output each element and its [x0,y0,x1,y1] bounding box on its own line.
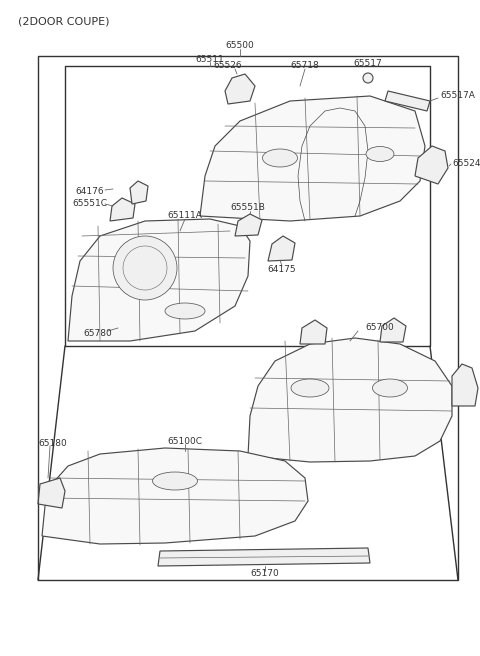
Text: 65517A: 65517A [440,91,475,100]
Text: 65100C: 65100C [168,436,203,445]
Polygon shape [110,198,135,221]
Text: 64175: 64175 [268,264,296,274]
Polygon shape [68,219,250,341]
Text: 65511: 65511 [196,54,224,64]
Polygon shape [158,548,370,566]
Polygon shape [225,74,255,104]
Text: 65524: 65524 [452,159,480,169]
Polygon shape [130,181,148,204]
Polygon shape [385,91,430,111]
Text: 65170: 65170 [251,569,279,579]
Polygon shape [248,338,452,462]
Text: 64176: 64176 [75,186,104,195]
Text: 65551C: 65551C [72,199,107,207]
Ellipse shape [366,146,394,161]
Ellipse shape [372,379,408,397]
Ellipse shape [165,303,205,319]
Text: 65180: 65180 [38,440,67,449]
Text: 65111A: 65111A [168,211,203,220]
Polygon shape [268,236,295,261]
Polygon shape [38,478,65,508]
Text: 65517: 65517 [354,60,383,68]
Text: 65526: 65526 [214,62,242,70]
Ellipse shape [291,379,329,397]
Ellipse shape [263,149,298,167]
Ellipse shape [153,472,197,490]
Circle shape [363,73,373,83]
Text: 65700: 65700 [366,323,395,333]
Polygon shape [452,364,478,406]
Text: 65780: 65780 [83,329,112,337]
Text: 65718: 65718 [290,62,319,70]
Circle shape [123,246,167,290]
Polygon shape [200,96,425,221]
Polygon shape [380,318,406,342]
Polygon shape [300,320,327,344]
Polygon shape [42,448,308,544]
Polygon shape [235,214,262,236]
Text: (2DOOR COUPE): (2DOOR COUPE) [18,16,109,26]
Polygon shape [415,146,448,184]
Text: 65500: 65500 [226,41,254,51]
Text: 65551B: 65551B [230,203,265,213]
Circle shape [113,236,177,300]
